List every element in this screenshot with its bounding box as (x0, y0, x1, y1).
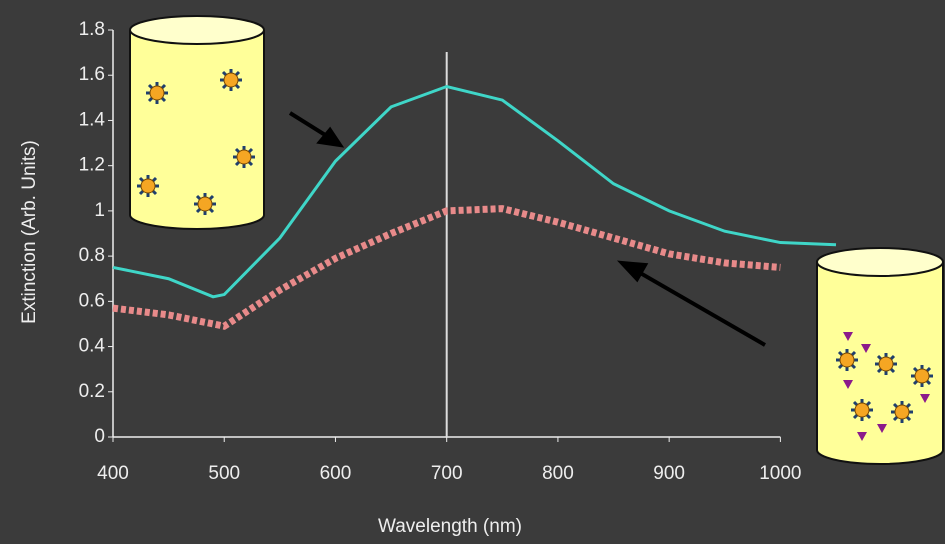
series-line (112, 84, 837, 299)
y-tick-label: 1.2 (79, 155, 105, 176)
x-tick-label: 1000 (759, 463, 801, 484)
y-tick-label: 0.2 (79, 381, 105, 402)
x-tick-label: 900 (653, 463, 685, 484)
y-axis-title: Extinction (Arb. Units) (19, 140, 40, 324)
y-tick-label: 0.8 (79, 245, 105, 266)
y-tick-label: 1 (94, 200, 105, 221)
x-tick-label: 700 (431, 463, 463, 484)
x-axis-title: Wavelength (nm) (378, 516, 522, 537)
y-tick-label: 1.8 (79, 19, 105, 40)
x-tick-label: 600 (320, 463, 352, 484)
arrows (288, 111, 766, 347)
illustration-left (129, 15, 265, 230)
y-tick-label: 1.6 (79, 64, 105, 85)
y-tick-label: 0.4 (79, 336, 106, 357)
illustration-right (816, 247, 944, 465)
y-tick-label: 0 (94, 426, 105, 447)
x-tick-label: 500 (208, 463, 240, 484)
y-tick-label: 0.6 (79, 290, 105, 311)
x-tick-label: 400 (97, 463, 129, 484)
x-tick-label: 800 (542, 463, 574, 484)
y-tick-label: 1.4 (79, 109, 106, 130)
